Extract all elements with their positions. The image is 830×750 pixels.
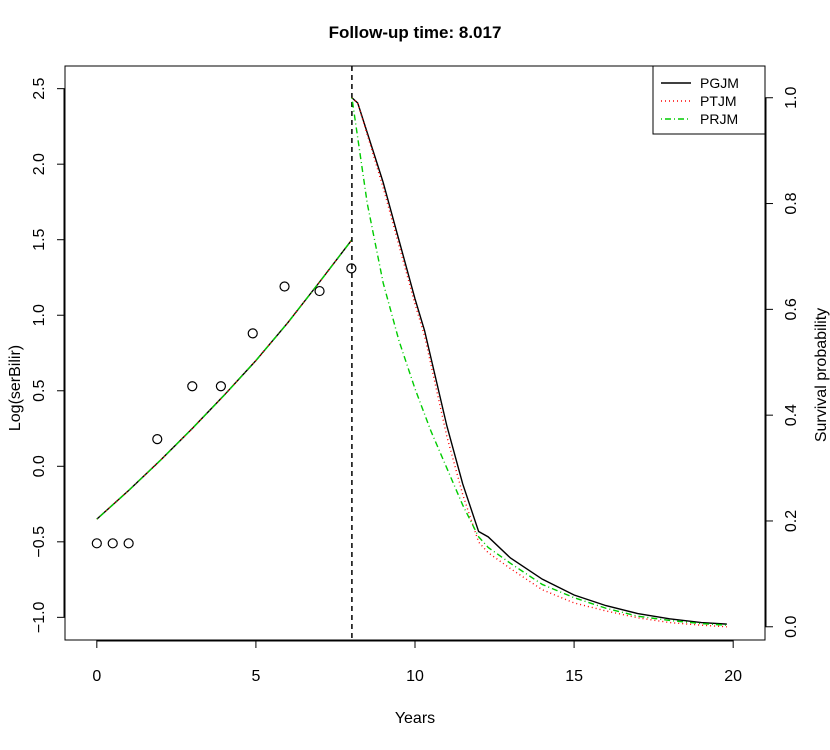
observation-point: [215, 381, 227, 392]
observation-point: [279, 281, 290, 292]
legend-label-ptjm: PTJM: [700, 93, 737, 109]
y-left-tick-label: 1.5: [31, 228, 48, 250]
y-right-tick-label: 0.8: [783, 192, 800, 214]
y-right-tick-label: 0.2: [783, 510, 800, 532]
chart-title: Follow-up time: 8.017: [329, 23, 502, 42]
x-tick-label: 5: [251, 668, 260, 685]
y-axis-left: −1.0 −0.5 0.0 0.5 1.0 1.5 2.0 2.5: [31, 77, 65, 633]
legend-label-prjm: PRJM: [700, 111, 738, 127]
longitudinal-fit-ptjm: [96, 239, 353, 520]
x-tick-label: 15: [565, 668, 583, 685]
survival-curve-prjm: [351, 97, 727, 626]
observation-point: [346, 263, 357, 274]
y-left-tick-label: −0.5: [31, 526, 48, 558]
y-right-tick-label: 0.6: [783, 298, 800, 320]
observation-point: [187, 381, 198, 392]
y-left-tick-label: −1.0: [31, 601, 48, 633]
y-axis-right-label: Survival probability: [813, 308, 830, 442]
y-left-tick-label: 2.5: [31, 77, 48, 99]
x-tick-label: 0: [92, 668, 101, 685]
x-tick-label: 20: [724, 668, 742, 685]
survival-curve-ptjm: [351, 97, 727, 628]
observation-point: [247, 328, 258, 339]
observation-point: [123, 538, 134, 549]
observation-point: [91, 538, 102, 549]
y-right-tick-label: 0.4: [783, 404, 800, 426]
y-left-tick-label: 0.0: [31, 455, 48, 477]
observation-point: [152, 434, 163, 445]
y-left-tick-label: 1.0: [31, 304, 48, 326]
y-left-tick-label: 0.5: [31, 380, 48, 402]
longitudinal-fit-prjm: [96, 239, 353, 520]
plot-area: [91, 66, 727, 640]
x-tick-label: 10: [406, 668, 424, 685]
observation-point: [314, 285, 325, 297]
legend-box: [652, 65, 766, 135]
x-axis-label: Years: [395, 710, 435, 727]
legend-label-pgjm: PGJM: [700, 75, 739, 91]
longitudinal-fit-pgjm: [96, 239, 353, 520]
legend: PGJM PTJM PRJM: [652, 65, 766, 135]
plot-frame: [64, 65, 766, 641]
x-axis: 0 5 10 15 20: [92, 640, 742, 685]
observation-point: [107, 538, 118, 549]
y-right-tick-label: 0.0: [783, 616, 800, 638]
y-left-tick-label: 2.0: [31, 153, 48, 175]
y-axis-left-label: Log(serBilir): [7, 345, 24, 431]
y-axis-right: 0.0 0.2 0.4 0.6 0.8 1.0: [765, 87, 800, 638]
y-right-tick-label: 1.0: [783, 87, 800, 109]
survival-curve-pgjm: [351, 97, 727, 625]
